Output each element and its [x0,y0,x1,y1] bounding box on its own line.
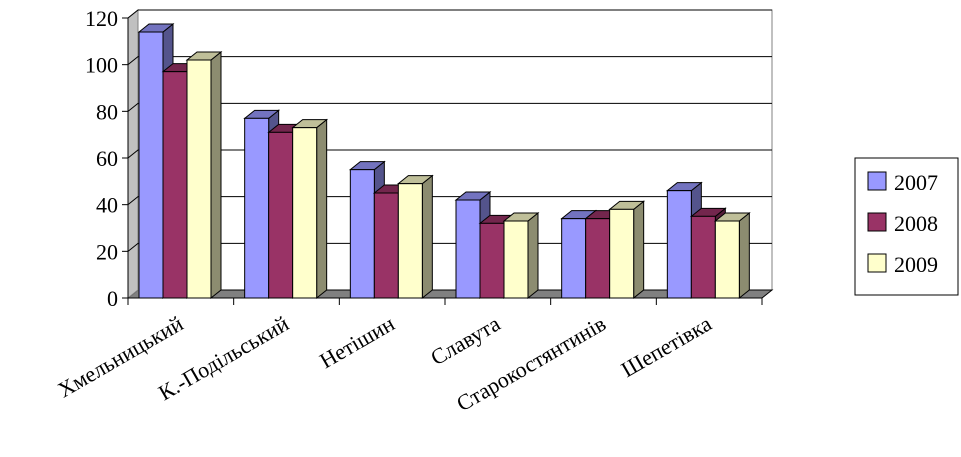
bar-side [421,174,433,300]
x-category-label: Славута [426,311,504,371]
legend-item-2009: 2009 [867,252,938,277]
bar-front [666,190,692,299]
bar-side [316,118,328,300]
y-tick-label: 0 [107,286,118,311]
bar-front [455,199,481,299]
bar-side [527,211,539,300]
legend: 2007 2008 2009 [854,157,959,296]
bar-2009-1 [291,118,329,300]
gridline [127,102,772,112]
bar-side [210,50,222,300]
legend-item-2007: 2007 [867,170,938,195]
bar-2009-5 [713,211,751,300]
gridline [127,56,772,66]
bar-side [633,200,645,300]
y-tick-label: 120 [85,6,118,31]
bar-front [162,71,188,299]
y-tick-label: 100 [85,53,118,78]
gridline [127,242,772,252]
bar-2009-2 [396,174,434,300]
gridline [127,9,772,19]
y-tick-label: 80 [96,99,118,124]
bar-front [503,220,529,299]
bar-2009-4 [608,200,646,300]
bar-front [714,220,740,299]
legend-swatch [867,253,887,273]
y-tick-label: 40 [96,193,118,218]
y-axis: 0 20 40 60 80 100 120 [85,6,129,311]
bar-front [268,131,294,299]
bar-front [138,31,164,299]
x-category-label: Шепетівка [617,311,716,383]
y-tick-label: 60 [96,146,118,171]
legend-label: 2008 [894,211,938,236]
bar-2009-3 [502,211,540,300]
legend-swatch [867,171,887,191]
legend-item-2008: 2008 [867,211,938,236]
bar-2009-0 [185,50,223,300]
legend-swatch [867,212,887,232]
gridline [127,149,772,159]
bar-front [349,169,375,299]
x-category-label: Нетішин [315,311,399,374]
bar-front [690,215,716,299]
bars-group [137,22,751,300]
legend-label: 2007 [894,170,938,195]
bar-front [479,222,505,299]
gridline [127,196,772,206]
bar-side [738,211,750,300]
bar-front [585,218,611,299]
bar-front [292,127,318,299]
bar-front [561,218,587,299]
y-tick-label: 20 [96,239,118,264]
legend-label: 2009 [894,252,938,277]
bar-front [186,59,212,299]
gridlines [127,9,772,252]
bar-front [397,183,423,299]
bar-front [609,208,635,299]
bar-front [373,192,399,299]
bar-front [244,117,270,299]
